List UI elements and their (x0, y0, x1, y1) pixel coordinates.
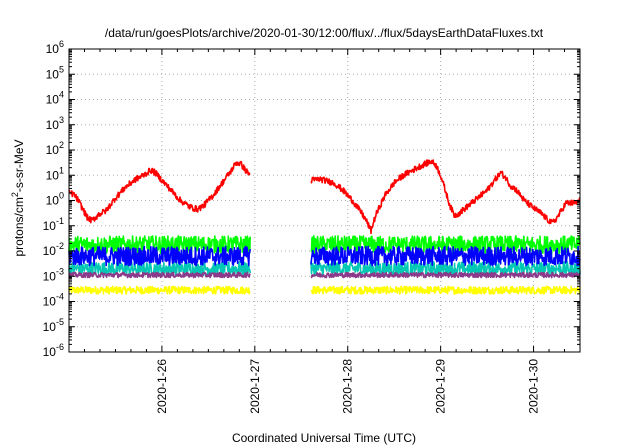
y-axis-label-sup: 2 (10, 192, 20, 197)
y-tick-base: 10 (43, 269, 57, 283)
y-tick-base: 10 (46, 67, 60, 81)
y-tick-label: 102 (46, 140, 64, 157)
y-tick-exponent: 0 (59, 191, 64, 201)
series-line-4 (310, 271, 581, 279)
y-tick-base: 10 (43, 320, 57, 334)
y-tick-label: 100 (46, 191, 64, 208)
series-line-5 (68, 160, 251, 224)
grid (69, 49, 580, 352)
y-axis-label-suffix: -s-sr-MeV (12, 139, 26, 192)
data-series (68, 159, 581, 295)
x-axis-label: Coordinated Universal Time (UTC) (232, 431, 416, 445)
y-tick-label: 104 (46, 90, 64, 107)
y-tick-exponent: 2 (59, 140, 64, 150)
y-tick-exponent: 4 (59, 90, 64, 100)
y-tick-exponent: 1 (59, 165, 64, 175)
y-tick-exponent: 5 (59, 64, 64, 74)
y-tick-label: 10-3 (43, 266, 64, 283)
y-tick-label: 10-1 (43, 216, 64, 233)
y-tick-exponent: -6 (56, 342, 64, 352)
y-tick-exponent: -4 (56, 292, 64, 302)
y-tick-label: 105 (46, 64, 64, 81)
y-tick-label: 10-2 (43, 241, 64, 258)
y-axis-label-prefix: protons/cm (12, 197, 26, 256)
y-tick-label: 10-5 (43, 317, 64, 334)
series-line-3 (68, 245, 251, 267)
y-tick-label: 103 (46, 115, 64, 132)
y-tick-exponent: -2 (56, 241, 64, 251)
series-line-3 (310, 245, 581, 267)
series-line-1 (310, 260, 581, 277)
series-line-0 (68, 285, 251, 295)
x-tick-label: 2020-1-26 (155, 359, 169, 414)
y-tick-base: 10 (46, 143, 60, 157)
y-tick-base: 10 (43, 345, 57, 359)
y-tick-exponent: -3 (56, 266, 64, 276)
x-tick-label: 2020-1-27 (248, 359, 262, 414)
series-line-2 (310, 235, 581, 255)
y-tick-base: 10 (46, 42, 60, 56)
y-tick-label: 10-6 (43, 342, 64, 359)
y-tick-exponent: -1 (56, 216, 64, 226)
y-tick-exponent: 6 (59, 39, 64, 49)
x-tick-label: 2020-1-29 (434, 359, 448, 414)
y-tick-base: 10 (43, 295, 57, 309)
y-tick-base: 10 (46, 118, 60, 132)
x-tick-label: 2020-1-30 (527, 359, 541, 414)
series-line-4 (68, 271, 251, 279)
y-tick-exponent: 3 (59, 115, 64, 125)
y-tick-label: 10-4 (43, 292, 64, 309)
y-tick-label: 106 (46, 39, 64, 56)
chart-title: /data/run/goesPlots/archive/2020-01-30/1… (105, 26, 544, 40)
y-tick-base: 10 (43, 244, 57, 258)
y-tick-base: 10 (46, 194, 60, 208)
axis-ticks: 10-610-510-410-310-210-11001011021031041… (43, 39, 580, 414)
series-line-0 (310, 285, 581, 295)
x-tick-label: 2020-1-28 (341, 359, 355, 414)
series-line-5 (310, 159, 581, 235)
y-tick-base: 10 (43, 219, 57, 233)
y-axis-label: protons/cm2-s-sr-MeV (10, 139, 26, 256)
y-tick-label: 101 (46, 165, 64, 182)
y-tick-exponent: -5 (56, 317, 64, 327)
y-tick-base: 10 (46, 168, 60, 182)
y-tick-base: 10 (46, 93, 60, 107)
